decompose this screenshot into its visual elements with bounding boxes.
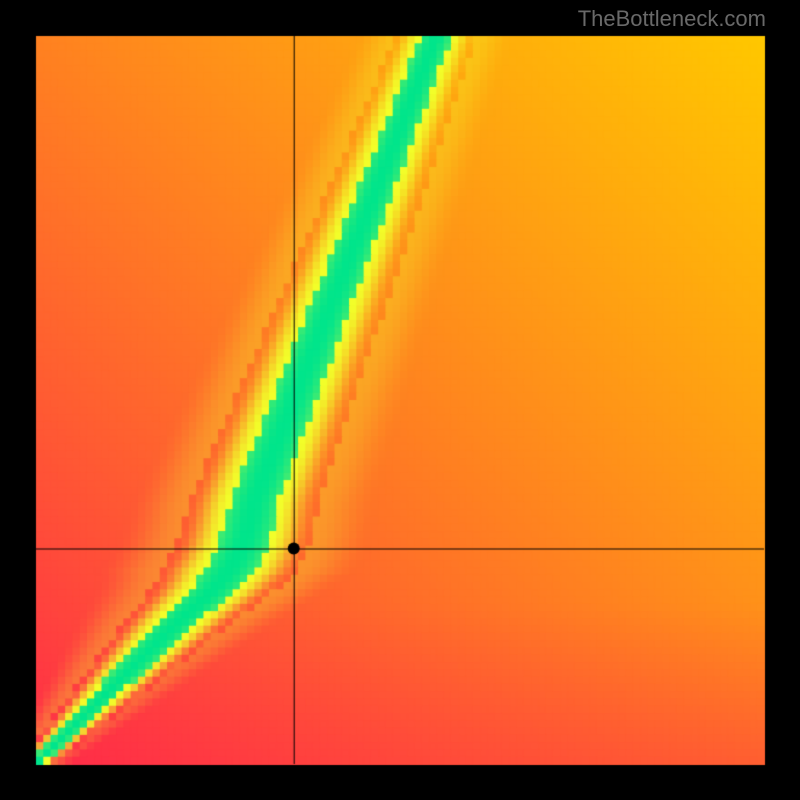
watermark-text: TheBottleneck.com	[578, 6, 766, 32]
image-root: TheBottleneck.com	[0, 0, 800, 800]
heatmap-canvas	[0, 0, 800, 800]
